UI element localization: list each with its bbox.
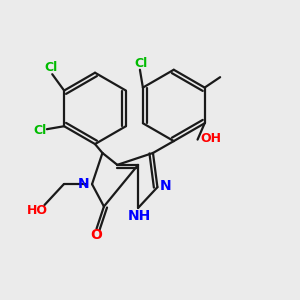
Text: N: N <box>78 177 89 190</box>
Text: HO: HO <box>27 204 48 217</box>
Text: NH: NH <box>128 209 151 223</box>
Text: OH: OH <box>200 132 221 145</box>
Text: Cl: Cl <box>134 57 147 70</box>
Text: O: O <box>91 228 102 242</box>
Text: Cl: Cl <box>44 61 57 74</box>
Text: Cl: Cl <box>34 124 47 136</box>
Text: N: N <box>160 179 172 193</box>
